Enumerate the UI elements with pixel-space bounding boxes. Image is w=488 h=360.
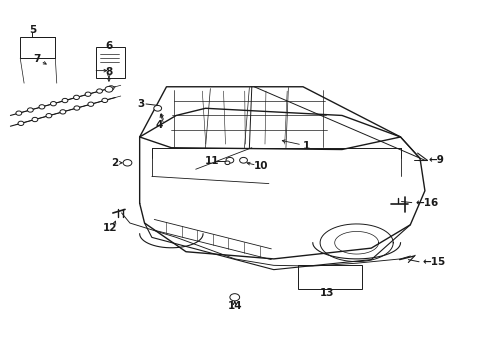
Bar	[298, 265, 361, 289]
Text: ←9: ←9	[428, 155, 444, 165]
Circle shape	[60, 110, 66, 114]
Text: 13: 13	[320, 288, 334, 298]
Circle shape	[27, 108, 33, 112]
Circle shape	[50, 102, 56, 106]
Text: 1: 1	[303, 140, 310, 150]
Circle shape	[88, 102, 94, 106]
Circle shape	[39, 105, 45, 109]
Circle shape	[102, 98, 107, 103]
Text: 4: 4	[156, 121, 163, 130]
Circle shape	[62, 98, 68, 103]
Circle shape	[105, 86, 113, 92]
Circle shape	[225, 157, 233, 163]
Text: 3: 3	[137, 99, 144, 109]
Circle shape	[32, 117, 38, 122]
Circle shape	[229, 294, 239, 301]
Text: 8: 8	[105, 67, 112, 77]
Bar	[20, 37, 55, 58]
Text: 12: 12	[103, 224, 118, 233]
Text: ←15: ←15	[422, 257, 445, 267]
Circle shape	[239, 157, 247, 163]
Circle shape	[73, 95, 79, 99]
Text: 10: 10	[253, 161, 268, 171]
Text: 14: 14	[227, 301, 242, 311]
Circle shape	[97, 89, 102, 93]
Circle shape	[46, 113, 52, 118]
Text: 5: 5	[29, 25, 36, 35]
Circle shape	[18, 121, 24, 126]
Circle shape	[74, 106, 80, 110]
Text: 6: 6	[105, 41, 112, 50]
Text: 2: 2	[110, 158, 118, 168]
Circle shape	[85, 92, 91, 96]
Text: ←16: ←16	[414, 198, 438, 208]
Circle shape	[123, 159, 132, 166]
Circle shape	[16, 111, 21, 115]
Circle shape	[108, 86, 114, 90]
Text: 11: 11	[204, 156, 219, 166]
Circle shape	[154, 105, 161, 111]
Circle shape	[224, 161, 229, 165]
Text: 7: 7	[34, 54, 41, 64]
Bar	[96, 47, 125, 78]
